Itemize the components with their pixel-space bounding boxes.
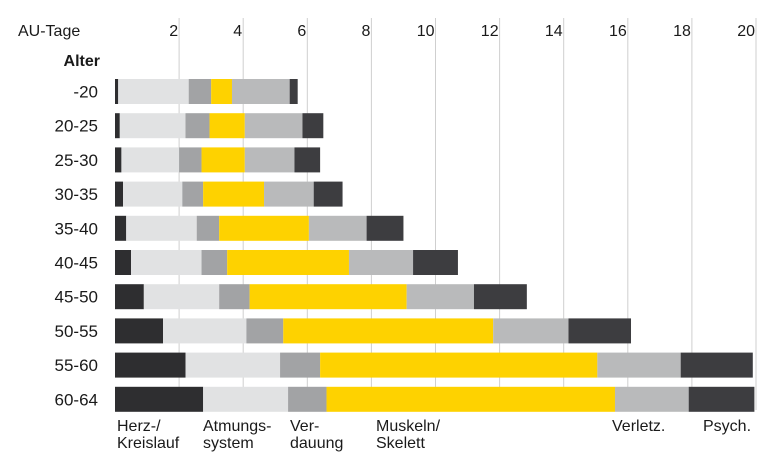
legend-label-0-0: Herz-/ — [117, 418, 161, 435]
bar-segment-3-2 — [182, 181, 204, 207]
bar-segment-9-2 — [288, 386, 327, 412]
x-tick-labels: 2 4 6 8 10 12 14 16 18 20 — [169, 23, 755, 40]
x-tick-label-5: 12 — [481, 23, 499, 40]
bar-segment-4-2 — [196, 215, 220, 241]
bar-segment-9-0 — [115, 386, 204, 412]
x-tick-label-6: 14 — [545, 23, 563, 40]
bar-segment-2-3 — [201, 147, 245, 173]
category-label-8: 55-60 — [55, 356, 98, 375]
bar-segment-8-0 — [115, 352, 186, 378]
x-tick-label-4: 10 — [417, 23, 435, 40]
category-label-5: 40-45 — [55, 254, 98, 273]
bar-segment-7-2 — [246, 318, 284, 344]
bar-segment-2-2 — [179, 147, 202, 173]
bar-segment-5-2 — [201, 250, 228, 275]
bar-segment-7-4 — [493, 318, 569, 344]
legend-label-5-0: Psych. — [703, 418, 751, 435]
vertical-gridlines — [178, 18, 757, 410]
bar-segment-1-4 — [244, 113, 303, 139]
bar-segment-3-0 — [115, 181, 124, 207]
category-label-4: 35-40 — [55, 219, 98, 238]
category-label-7: 50-55 — [55, 322, 98, 341]
bar-segment-5-1 — [131, 250, 202, 275]
bar-segment-4-4 — [308, 215, 367, 241]
bar-segment-1-0 — [115, 113, 120, 139]
bar-segment-8-1 — [185, 352, 281, 378]
x-tick-label-7: 16 — [609, 23, 627, 40]
bar-segment-7-0 — [115, 318, 164, 344]
bar-segment-3-3 — [203, 181, 265, 207]
bar-segment-6-2 — [219, 284, 250, 310]
bar-segment-7-5 — [568, 318, 632, 344]
bar-segment-0-1 — [118, 79, 189, 104]
bar-segment-3-1 — [123, 181, 183, 207]
bar-segment-7-1 — [163, 318, 247, 344]
category-label-3: 30-35 — [55, 185, 98, 204]
category-label-1: 20-25 — [55, 117, 98, 136]
bar-segment-6-5 — [473, 284, 527, 310]
bar-segment-0-2 — [188, 79, 212, 104]
legend-label-0-1: Kreislauf — [117, 435, 180, 452]
category-labels: -20 20-25 25-30 30-35 35-40 40-45 45-50 50-55 55… — [55, 83, 98, 410]
x-axis-label: AU-Tage — [18, 23, 80, 40]
x-tick-label-3: 8 — [361, 23, 370, 40]
legend-label-4-0: Verletz. — [612, 418, 665, 435]
x-tick-label-0: 2 — [169, 23, 178, 40]
bar-segment-4-5 — [366, 215, 404, 241]
bar-segment-2-4 — [244, 147, 295, 173]
x-tick-label-2: 6 — [297, 23, 306, 40]
bar-segment-3-5 — [313, 181, 343, 207]
legend-label-3-1: Skelett — [376, 435, 425, 452]
bar-segment-5-5 — [413, 250, 458, 275]
legend-label-3-0: Muskeln/ — [376, 418, 441, 435]
category-label-9: 60-64 — [55, 390, 98, 409]
bar-segment-9-5 — [688, 386, 755, 412]
bar-segment-0-0 — [115, 79, 119, 104]
bar-segment-8-3 — [320, 352, 598, 378]
bar-segment-2-5 — [294, 147, 321, 173]
x-tick-label-9: 20 — [737, 23, 755, 40]
bar-segments — [115, 79, 755, 412]
category-label-0: -20 — [73, 83, 98, 102]
category-label-2: 25-30 — [55, 151, 98, 170]
bar-segment-5-3 — [227, 250, 349, 275]
legend-label-2-1: dauung — [290, 435, 343, 452]
legend-labels: Herz-/Kreislauf Atmungs-system Ver-dauung M… — [117, 418, 751, 452]
bar-segment-0-5 — [289, 79, 298, 104]
bar-segment-5-4 — [348, 250, 414, 275]
bar-segment-1-5 — [302, 113, 324, 139]
legend-label-1-1: system — [203, 435, 254, 452]
bar-segment-4-3 — [219, 215, 309, 241]
bar-segment-1-2 — [185, 113, 210, 139]
bar-segment-2-0 — [115, 147, 122, 173]
bar-segment-4-0 — [115, 215, 127, 241]
category-label-6: 45-50 — [55, 288, 98, 307]
bar-segment-0-4 — [231, 79, 290, 104]
bar-segment-6-4 — [406, 284, 474, 310]
bar-segment-0-3 — [211, 79, 232, 104]
bar-segment-9-1 — [203, 386, 289, 412]
legend-label-2-0: Ver- — [290, 418, 319, 435]
bar-segment-8-2 — [280, 352, 321, 378]
bar-segment-6-3 — [249, 284, 407, 310]
y-axis-label: Alter — [64, 53, 100, 70]
x-tick-label-8: 18 — [673, 23, 691, 40]
bar-segment-4-1 — [126, 215, 197, 241]
bar-segment-1-1 — [119, 113, 186, 139]
bar-segment-6-1 — [143, 284, 220, 310]
bar-segment-9-3 — [326, 386, 615, 412]
bar-segment-9-4 — [614, 386, 689, 412]
bar-segment-3-4 — [264, 181, 314, 207]
bar-segment-1-3 — [209, 113, 245, 139]
bar-segment-7-3 — [283, 318, 494, 344]
legend-label-1-0: Atmungs- — [203, 418, 271, 435]
bar-segment-8-4 — [597, 352, 681, 378]
bar-segment-6-0 — [115, 284, 144, 310]
bar-segment-5-0 — [115, 250, 132, 275]
bar-segment-8-5 — [680, 352, 753, 378]
x-tick-label-1: 4 — [233, 23, 242, 40]
bar-segment-2-1 — [121, 147, 180, 173]
